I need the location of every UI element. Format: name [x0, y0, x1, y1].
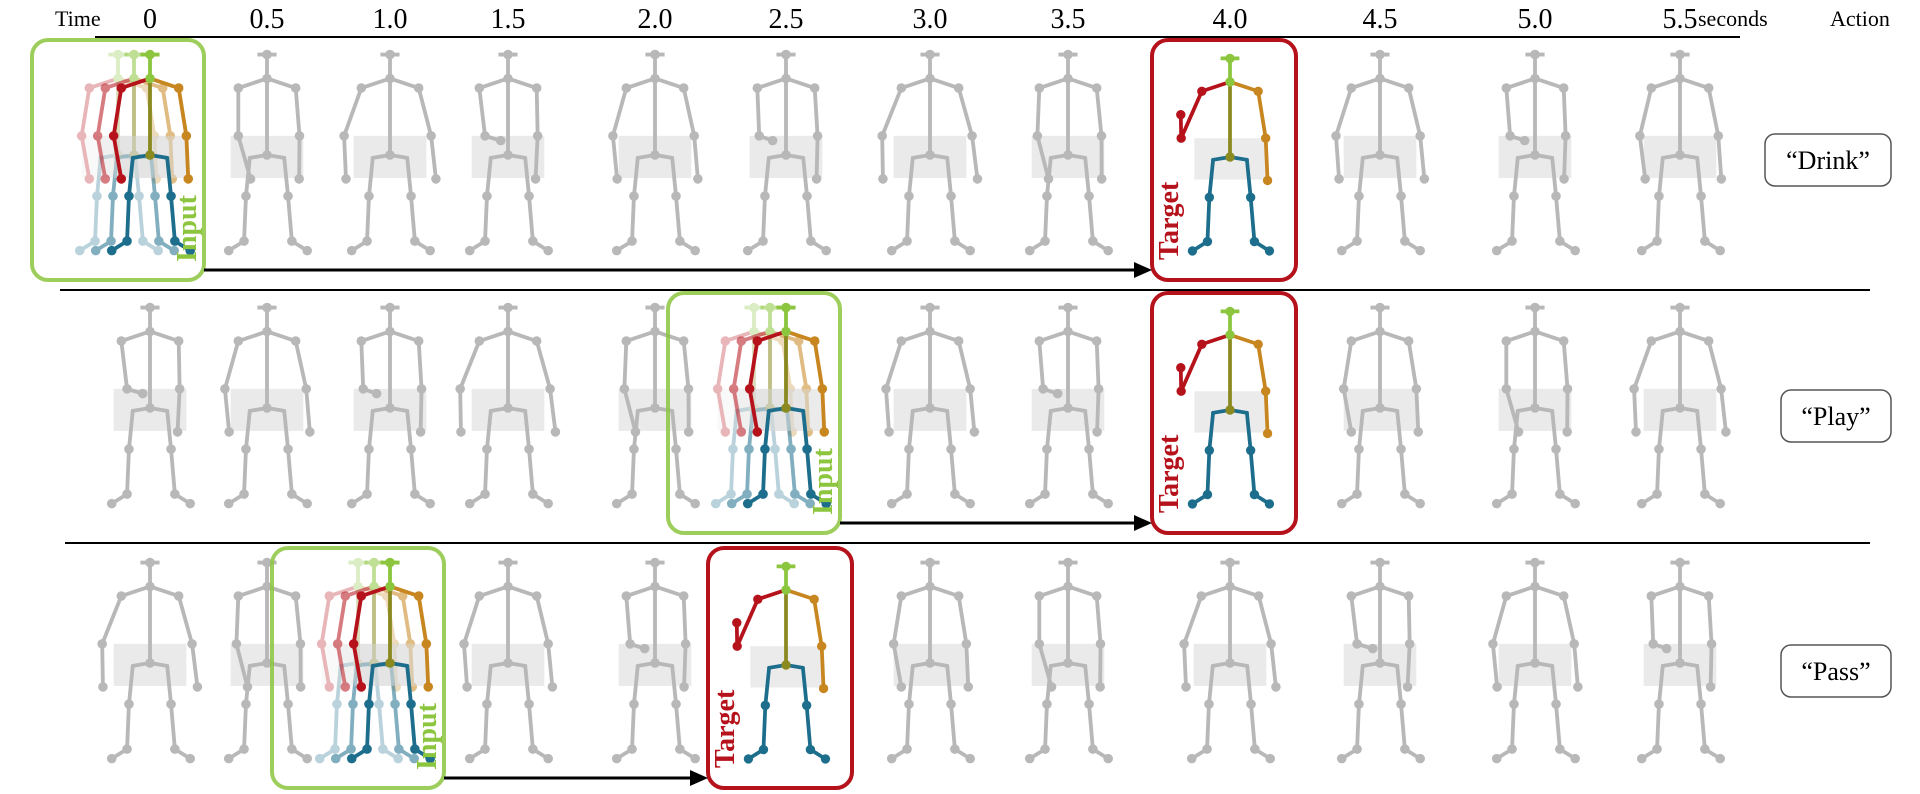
skeleton: [1629, 302, 1731, 509]
skeleton: [1488, 557, 1583, 764]
tick-label: 1.5: [491, 4, 526, 35]
action-text-pass: “Pass”: [1801, 657, 1870, 686]
tick-label: 3.0: [913, 4, 948, 35]
skeleton: [223, 557, 312, 764]
target-label: Target: [1154, 181, 1185, 260]
skeleton: [1331, 49, 1430, 256]
tick-label: 1.0: [373, 4, 408, 35]
tick-label: 5.5: [1663, 4, 1698, 35]
skeleton: [611, 557, 700, 764]
input-label: Input: [808, 447, 839, 515]
skeleton: [886, 557, 975, 764]
skeleton: [455, 302, 561, 509]
target-label: Target: [710, 689, 741, 768]
tick-label: 0.5: [250, 4, 285, 35]
skeleton: [97, 557, 203, 764]
time-label: Time: [55, 6, 101, 31]
target-box: [706, 546, 854, 790]
tick-label: 5.0: [1518, 4, 1553, 35]
skeleton: [877, 49, 983, 256]
tick-label: 4.0: [1213, 4, 1248, 35]
action-box-pass: “Pass”: [1780, 644, 1892, 698]
skeleton: [346, 302, 435, 509]
tick-label: 0: [143, 4, 157, 35]
skeleton-figures: [74, 49, 1731, 764]
skeleton: [1491, 302, 1580, 509]
tick-label: 4.5: [1363, 4, 1398, 35]
skeleton: [1336, 302, 1425, 509]
action-text-play: “Play”: [1801, 402, 1870, 431]
seconds-label: seconds: [1698, 6, 1768, 31]
skeleton: [742, 302, 831, 509]
skeleton: [1491, 49, 1580, 256]
skeleton: [106, 302, 195, 509]
skeleton: [881, 302, 980, 509]
skeleton: [732, 561, 831, 764]
skeleton: [459, 557, 558, 764]
skeleton: [611, 302, 700, 509]
tick-label: 3.5: [1051, 4, 1086, 35]
skeleton: [1176, 53, 1275, 256]
timeline-arrows: [204, 262, 1152, 786]
skeleton: [464, 49, 553, 256]
input-box: [30, 38, 206, 282]
tick-label: 2.5: [769, 4, 804, 35]
input-box: [270, 546, 446, 790]
action-box-drink: “Drink”: [1764, 133, 1892, 187]
skeleton: [1024, 49, 1113, 256]
skeleton: [339, 49, 441, 256]
skeleton: [106, 49, 195, 256]
skeleton: [1336, 557, 1425, 764]
arrow-head: [1134, 262, 1152, 278]
action-text-drink: “Drink”: [1786, 146, 1870, 175]
input-label: Input: [412, 702, 443, 770]
skeleton: [742, 49, 831, 256]
skeleton: [1176, 306, 1275, 509]
skeleton: [1636, 557, 1725, 764]
tick-label: 2.0: [638, 4, 673, 35]
skeleton: [1635, 49, 1727, 256]
highlight-boxes: Input Target Input Target Input Target: [30, 38, 1298, 790]
skeleton: [346, 557, 435, 764]
input-label: Input: [172, 194, 203, 262]
skeleton: [223, 49, 312, 256]
target-label: Target: [1154, 434, 1185, 513]
skeleton: [1179, 557, 1281, 764]
time-ticks: 0 0.5 1.0 1.5 2.0 2.5 3.0 3.5 4.0 4.5 5.0 5.5: [143, 4, 1698, 35]
target-box: [1150, 291, 1298, 535]
input-box: [666, 291, 842, 535]
arrow-head: [1134, 515, 1152, 531]
skeleton: [608, 49, 703, 256]
action-box-play: “Play”: [1780, 389, 1892, 443]
skeleton: [1024, 557, 1113, 764]
skeleton: [1024, 302, 1113, 509]
target-box: [1150, 38, 1298, 282]
action-label: Action: [1830, 6, 1890, 31]
skeleton: [220, 302, 315, 509]
arrow-head: [690, 770, 708, 786]
